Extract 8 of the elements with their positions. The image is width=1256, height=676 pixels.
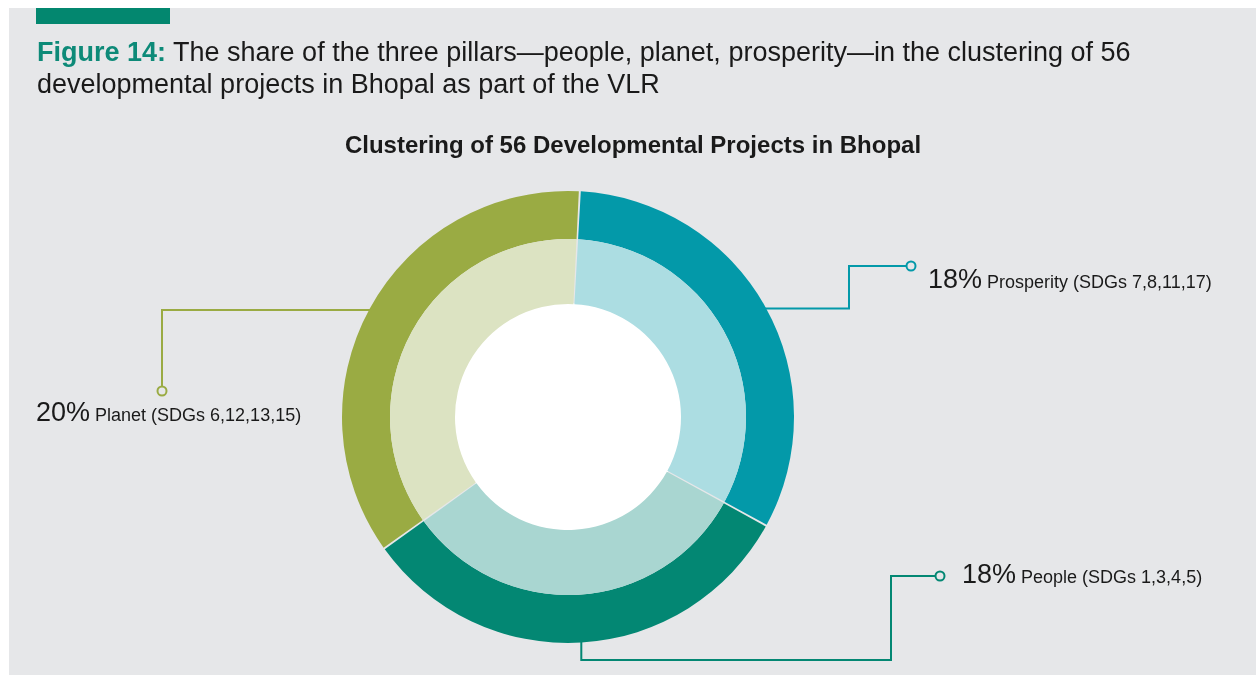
legend-label: Planet (SDGs 6,12,13,15) xyxy=(95,405,302,425)
data-label: 18% xyxy=(962,559,1017,589)
slice-label: Prosperity (SDGs 7,8,11,17) xyxy=(987,272,1212,292)
slice-label: People (SDGs 1,3,4,5) xyxy=(1021,567,1203,587)
data-label: 18% xyxy=(928,264,983,294)
chart-title: Figure 14: The share of the three pillars—people, planet, prosperity—in the clustering of 56 developmental projects in Bhopal as part of the VLR xyxy=(37,36,1132,100)
data-label: 20% xyxy=(36,397,91,427)
chart-subtitle: Clustering of 56 Developmental Projects in Bhopal xyxy=(343,131,923,159)
